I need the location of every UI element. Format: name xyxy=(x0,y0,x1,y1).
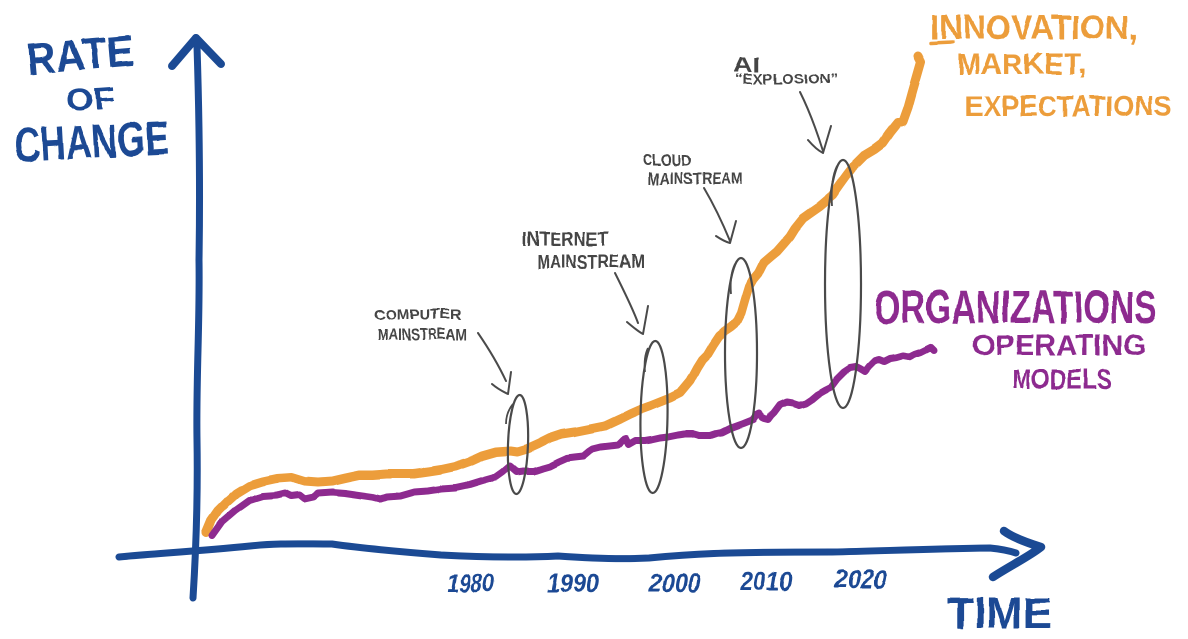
svg-text:1990: 1990 xyxy=(547,568,599,598)
svg-text:2010: 2010 xyxy=(739,566,792,596)
svg-text:1980: 1980 xyxy=(447,568,494,598)
svg-text:INNOVATION,: INNOVATION, xyxy=(930,9,1138,47)
svg-text:2000: 2000 xyxy=(648,568,701,598)
svg-text:OF: OF xyxy=(65,79,116,118)
svg-text:2020: 2020 xyxy=(834,564,887,594)
svg-text:MAINSTREAM: MAINSTREAM xyxy=(377,325,467,344)
svg-text:CHANGE: CHANGE xyxy=(13,112,171,173)
svg-text:RATE: RATE xyxy=(24,26,136,84)
svg-text:MAINSTREAM: MAINSTREAM xyxy=(648,169,743,188)
svg-text:MAINSTREAM: MAINSTREAM xyxy=(537,252,644,273)
svg-text:INTERNET: INTERNET xyxy=(522,229,608,251)
svg-text:OPERATING: OPERATING xyxy=(972,330,1146,362)
svg-text:EXPECTATIONS: EXPECTATIONS xyxy=(965,91,1172,123)
svg-text:MARKET,: MARKET, xyxy=(957,48,1086,81)
svg-text:AI: AI xyxy=(733,54,760,77)
svg-text:CLOUD: CLOUD xyxy=(642,151,692,170)
svg-text:TIME: TIME xyxy=(947,589,1052,638)
svg-text:ORGANIZATIONS: ORGANIZATIONS xyxy=(874,281,1157,333)
svg-text:“EXPLOSION”: “EXPLOSION” xyxy=(735,71,838,88)
svg-text:COMPUTER: COMPUTER xyxy=(374,306,461,323)
svg-text:MODELS: MODELS xyxy=(1012,364,1112,396)
